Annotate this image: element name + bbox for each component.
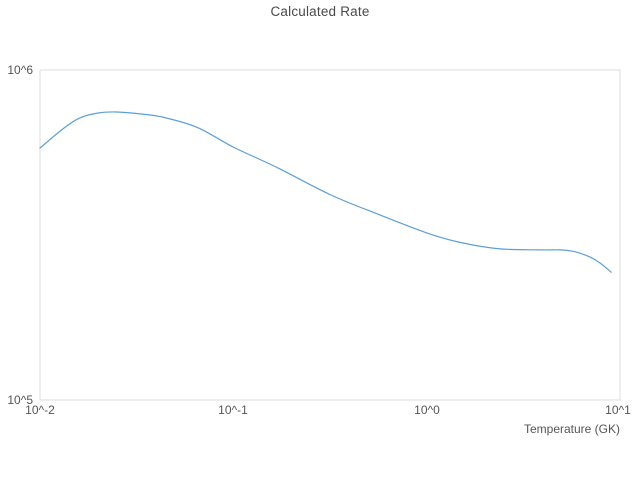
y-tick-1e5: 10^5 xyxy=(7,393,33,407)
rate-curve xyxy=(39,111,612,273)
x-tick-1e0: 10^0 xyxy=(414,403,440,417)
x-tick-1e1: 10^1 xyxy=(605,403,631,417)
chart-title: Calculated Rate xyxy=(270,4,370,19)
x-tick-1e-2: 10^-2 xyxy=(25,403,55,417)
x-tick-1e-1: 10^-1 xyxy=(218,403,248,417)
x-axis-title: Temperature (GK) xyxy=(524,422,620,436)
plot-area[interactable] xyxy=(39,69,621,401)
y-tick-1e6: 10^6 xyxy=(7,63,33,77)
